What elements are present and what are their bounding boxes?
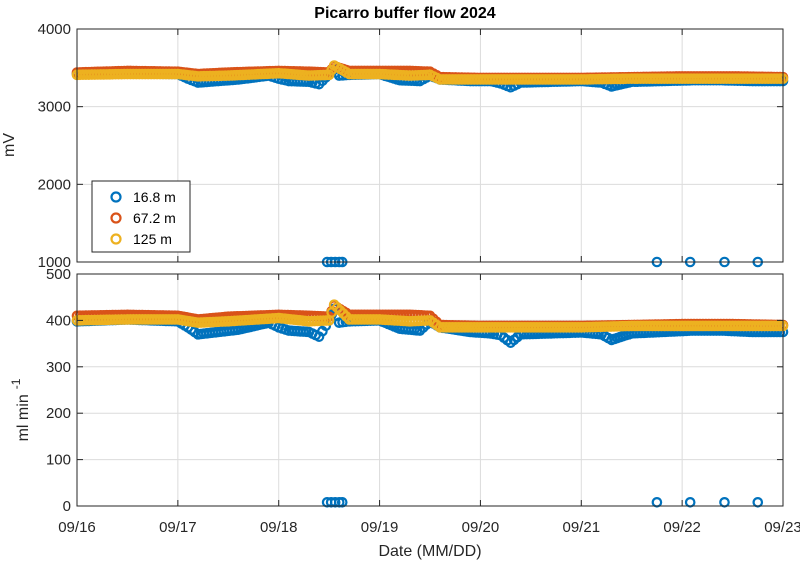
x-tick-label: 09/18: [260, 519, 298, 536]
x-tick-label: 09/22: [663, 519, 701, 536]
bottom-y-axis-label-superscript: -1: [9, 378, 23, 389]
x-tick-label: 09/23: [764, 519, 800, 536]
series-125-m: [71, 299, 789, 333]
legend-label-67-2m: 67.2 m: [133, 210, 176, 226]
top-y-axis-label: mV: [1, 133, 18, 157]
top-y-tick-label: 3000: [38, 99, 71, 116]
bottom-y-axis-label: ml min -1: [9, 378, 32, 441]
legend-marker-16-8m: [110, 191, 122, 203]
top-y-tick-label: 4000: [38, 21, 71, 38]
x-axis-label: Date (MM/DD): [378, 543, 481, 560]
x-tick-label: 09/21: [563, 519, 601, 536]
bottom-data-points: [71, 299, 789, 508]
bottom-y-tick-label: 400: [46, 312, 71, 329]
bottom-y-axis-label-main: ml min: [15, 394, 32, 441]
top-axes-box: [76, 28, 784, 263]
legend-marker-125m: [110, 233, 122, 245]
x-tick-label: 09/17: [159, 519, 197, 536]
top-y-ticks: 1000 2000 3000 4000: [38, 21, 784, 271]
bottom-y-tick-label: 300: [46, 359, 71, 376]
bottom-y-tick-label: 500: [46, 266, 71, 283]
bottom-y-tick-label: 0: [63, 498, 71, 515]
top-panel: 1000 2000 3000 4000 mV 16.8 m 67.2 m 125 m: [1, 21, 789, 271]
legend: 16.8 m 67.2 m 125 m: [91, 180, 191, 253]
legend-box: [91, 180, 191, 253]
bottom-y-ticks: 0 100 200 300 400 500: [46, 266, 784, 515]
top-data-points: [71, 60, 789, 268]
bottom-axes-box: [76, 273, 784, 507]
x-tick-label: 09/19: [361, 519, 399, 536]
top-y-tick-label: 2000: [38, 176, 71, 193]
x-tick-label: 09/20: [462, 519, 500, 536]
top-y-tick-label: 1000: [38, 254, 71, 271]
x-tick-label: 09/16: [58, 519, 96, 536]
bottom-plot-area: [77, 274, 783, 506]
legend-label-16-8m: 16.8 m: [133, 189, 176, 205]
legend-marker-67-2m: [110, 212, 122, 224]
bottom-x-ticks: 09/16 09/17 09/18 09/19 09/20 09/21 09/22 09/23: [58, 519, 800, 536]
chart-title: Picarro buffer flow 2024: [314, 5, 495, 22]
bottom-y-tick-label: 200: [46, 405, 71, 422]
bottom-y-tick-label: 100: [46, 452, 71, 469]
series-125-m: [71, 60, 789, 85]
legend-label-125m: 125 m: [133, 231, 172, 247]
